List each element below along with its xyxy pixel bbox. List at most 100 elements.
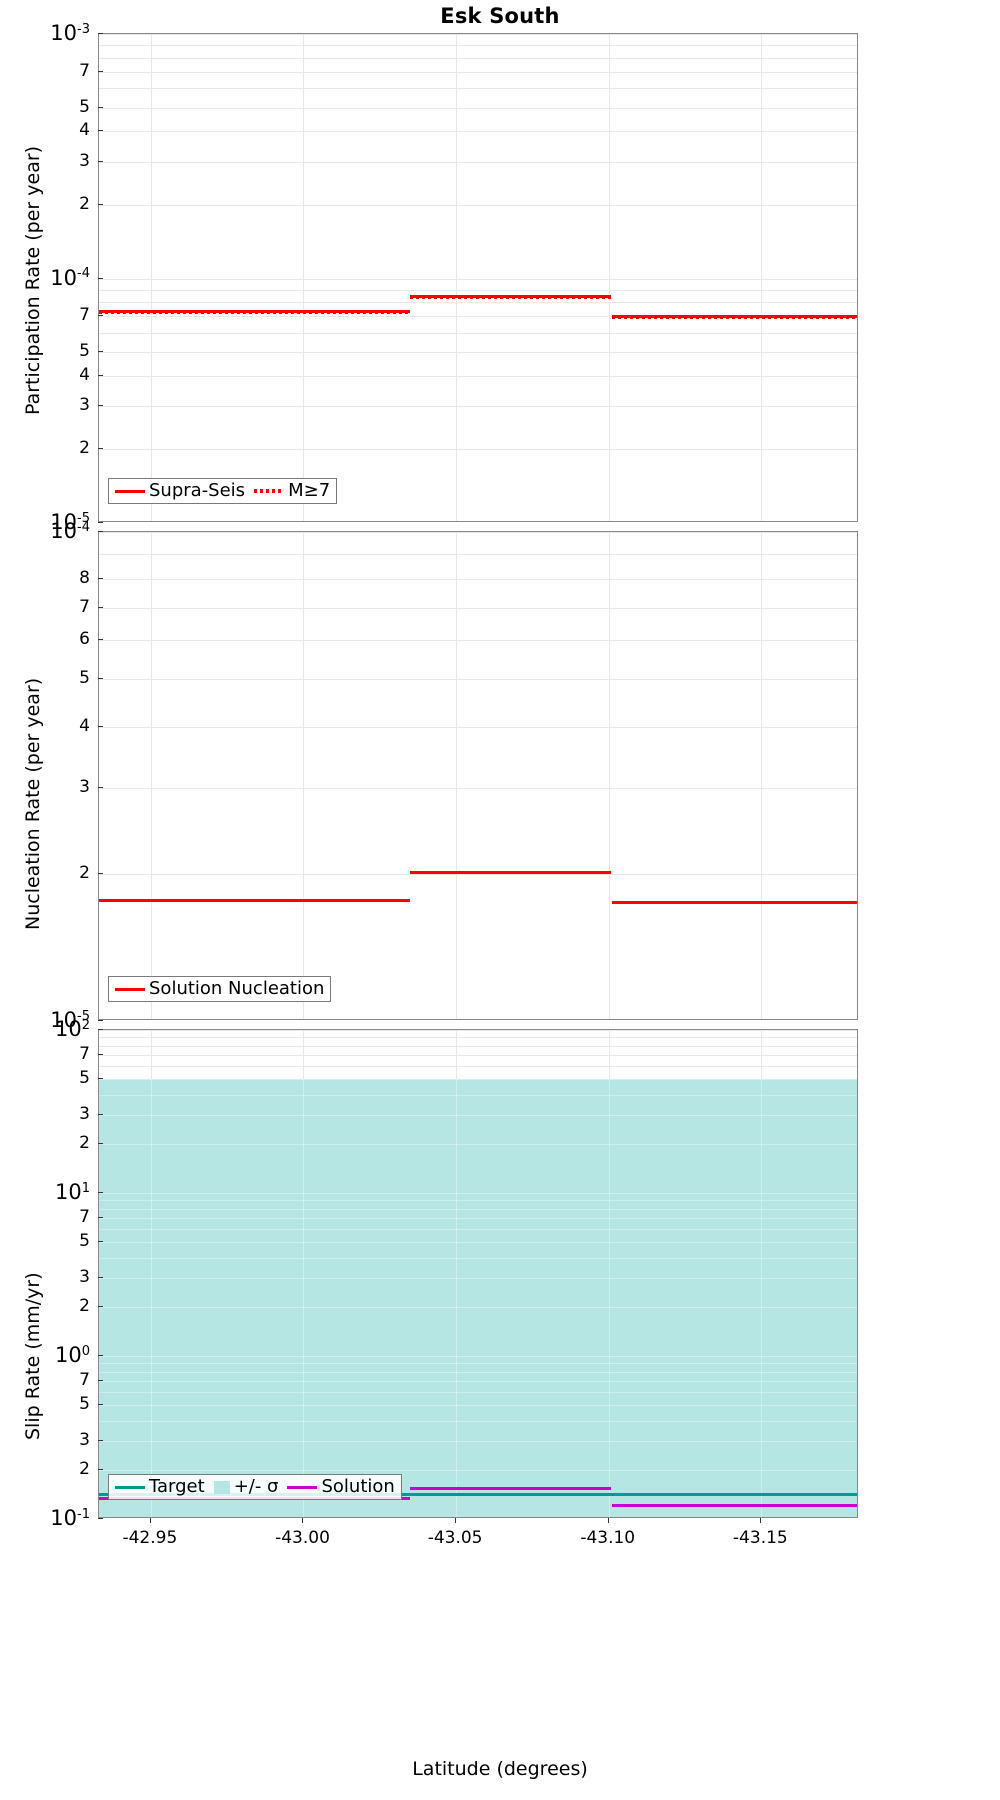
x-axis-tick-label: -43.05 <box>427 1528 483 1548</box>
y-axis-tick-label: 6 <box>79 629 90 650</box>
gridline-vertical <box>609 34 610 521</box>
gridline-horizontal <box>99 1193 857 1194</box>
gridline-horizontal <box>99 1441 857 1442</box>
gridline-horizontal <box>99 316 857 317</box>
y-axis-tick-label: 2 <box>79 438 90 459</box>
gridline-horizontal <box>99 554 857 555</box>
gridline-horizontal <box>99 1392 857 1393</box>
x-axis-tick-mark <box>608 1518 609 1523</box>
legend-entry: M≥7 <box>254 482 330 500</box>
y-axis-tick-mark <box>98 1114 103 1115</box>
legend-label: M≥7 <box>288 480 331 501</box>
data-series-segment <box>612 1504 857 1507</box>
y-axis-tick-mark <box>98 1241 103 1242</box>
y-axis-tick-label: 10-4 <box>50 519 90 543</box>
y-axis-tick-mark <box>98 71 103 72</box>
gridline-horizontal <box>99 1046 857 1047</box>
legend-label: Solution <box>321 1476 395 1497</box>
y-axis-tick-mark <box>98 375 103 376</box>
x-axis-label: Latitude (degrees) <box>412 1758 588 1780</box>
x-axis-tick-label: -43.10 <box>580 1528 636 1548</box>
gridline-horizontal <box>99 162 857 163</box>
gridline-horizontal <box>99 1030 857 1031</box>
x-axis-tick-label: -42.95 <box>122 1528 178 1548</box>
gridline-horizontal <box>99 1405 857 1406</box>
legend-participation[interactable]: Supra-Seis M≥7 <box>108 478 338 504</box>
legend-label: Solution Nucleation <box>149 978 325 999</box>
y-axis-tick-label: 2 <box>79 862 90 883</box>
y-axis-tick-label: 7 <box>79 305 90 326</box>
y-axis-tick-mark <box>98 1020 103 1021</box>
y-axis-tick-mark <box>98 33 103 34</box>
gridline-horizontal <box>99 1470 857 1471</box>
gridline-horizontal <box>99 727 857 728</box>
y-axis-tick-mark <box>98 726 103 727</box>
gridline-horizontal <box>99 1307 857 1308</box>
panel-nucleation-rate <box>98 531 858 1020</box>
y-axis-tick-mark <box>98 278 103 279</box>
legend-swatch-icon <box>115 489 145 493</box>
y-axis-tick-mark <box>98 1380 103 1381</box>
gridline-vertical <box>303 1079 304 1517</box>
gridline-vertical <box>456 34 457 521</box>
gridline-vertical <box>456 532 457 1019</box>
gridline-horizontal <box>99 1381 857 1382</box>
sigma-uncertainty-band <box>99 1079 857 1517</box>
y-axis-tick-label: 7 <box>79 60 90 81</box>
y-axis-tick-label: 10-5 <box>50 1008 90 1032</box>
y-axis-tick-label: 8 <box>79 568 90 589</box>
y-axis-tick-label: 7 <box>79 596 90 617</box>
y-axis-tick-mark <box>98 351 103 352</box>
y-axis-tick-label: 5 <box>79 1231 90 1252</box>
x-axis-tick-mark <box>150 1518 151 1523</box>
y-axis-tick-label: 10-4 <box>50 265 90 290</box>
panel-slip-rate <box>98 1029 858 1518</box>
gridline-horizontal <box>99 1115 857 1116</box>
y-axis-tick-mark <box>98 1355 103 1356</box>
gridline-horizontal <box>99 449 857 450</box>
gridline-horizontal <box>99 679 857 680</box>
y-axis-tick-label: 3 <box>79 150 90 171</box>
y-axis-tick-label: 2 <box>79 1295 90 1316</box>
gridline-vertical <box>151 532 152 1019</box>
gridline-vertical <box>761 532 762 1019</box>
y-axis-tick-mark <box>98 405 103 406</box>
gridline-vertical <box>761 1079 762 1517</box>
gridline-horizontal <box>99 333 857 334</box>
gridline-horizontal <box>99 406 857 407</box>
data-series-segment <box>612 901 857 904</box>
legend-nucleation[interactable]: Solution Nucleation <box>108 976 332 1002</box>
y-axis-tick-mark <box>98 578 103 579</box>
y-axis-tick-mark <box>98 1404 103 1405</box>
y-axis-tick-label: 3 <box>79 1104 90 1125</box>
y-axis-tick-label: 3 <box>79 395 90 416</box>
legend-entry: Solution Nucleation <box>115 980 324 998</box>
gridline-horizontal <box>99 108 857 109</box>
legend-entry: +/- σ <box>213 1478 278 1496</box>
y-axis-tick-mark <box>98 531 103 532</box>
legend-sliprate[interactable]: Target +/- σ Solution <box>108 1474 402 1500</box>
y-axis-tick-mark <box>98 1277 103 1278</box>
gridline-horizontal <box>99 1095 857 1096</box>
y-axis-tick-mark <box>98 1306 103 1307</box>
gridline-vertical <box>303 532 304 1019</box>
legend-label: Target <box>149 1476 205 1497</box>
gridline-horizontal <box>99 279 857 280</box>
y-axis-tick-mark <box>98 678 103 679</box>
y-axis-tick-mark <box>98 1029 103 1030</box>
gridline-horizontal <box>99 1066 857 1067</box>
legend-swatch-icon <box>115 1485 145 1489</box>
y-axis-tick-label: 102 <box>54 1017 90 1041</box>
x-axis-tick-mark <box>302 1518 303 1523</box>
y-axis-tick-mark <box>98 1217 103 1218</box>
y-axis-tick-mark <box>98 1078 103 1079</box>
x-axis-tick-label: -43.15 <box>732 1528 788 1548</box>
gridline-horizontal <box>99 1144 857 1145</box>
data-series-segment <box>99 899 410 902</box>
gridline-horizontal <box>99 1079 857 1080</box>
legend-swatch-icon <box>115 987 145 991</box>
y-axis-tick-label: 7 <box>79 1207 90 1228</box>
y-axis-tick-label: 3 <box>79 1430 90 1451</box>
y-axis-tick-mark <box>98 787 103 788</box>
